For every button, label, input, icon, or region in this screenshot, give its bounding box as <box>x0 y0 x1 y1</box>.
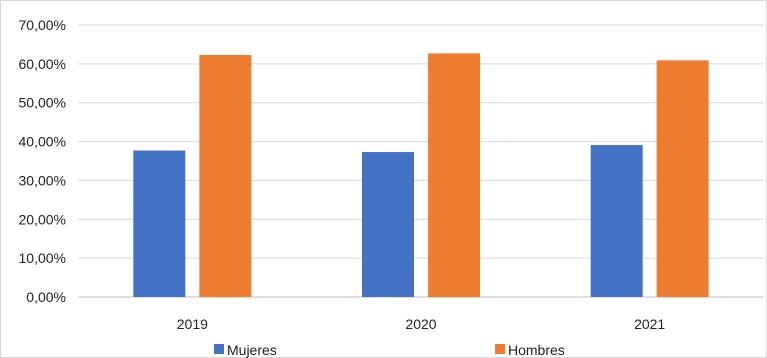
legend-swatch-mujeres <box>214 344 224 354</box>
legend: Mujeres Hombres <box>214 342 565 358</box>
bar-hombres-2020 <box>428 53 480 297</box>
bar-mujeres-2021 <box>590 145 643 297</box>
y-tick-label: 70,00% <box>19 17 66 33</box>
y-tick-label: 60,00% <box>19 56 66 72</box>
y-tick-label: 20,00% <box>19 211 66 227</box>
legend-label-hombres: Hombres <box>508 342 565 358</box>
bars <box>133 53 709 297</box>
y-axis-ticks: 0,00% 10,00% 20,00% 30,00% 40,00% 50,00% 60,00… <box>19 17 66 305</box>
legend-swatch-hombres <box>495 344 505 354</box>
bar-hombres-2021 <box>656 60 709 297</box>
bar-mujeres-2020 <box>362 152 414 297</box>
x-tick-label: 2021 <box>634 316 665 332</box>
bar-hombres-2019 <box>199 54 252 297</box>
y-tick-label: 30,00% <box>19 172 66 188</box>
x-tick-label: 2020 <box>405 316 436 332</box>
bar-mujeres-2019 <box>133 150 186 297</box>
y-tick-label: 0,00% <box>26 289 66 305</box>
legend-label-mujeres: Mujeres <box>227 342 277 358</box>
gridlines <box>78 24 764 298</box>
y-tick-label: 50,00% <box>19 95 66 111</box>
x-tick-label: 2019 <box>177 316 208 332</box>
y-tick-label: 10,00% <box>19 250 66 266</box>
x-axis-ticks: 2019 2020 2021 <box>177 316 666 332</box>
y-tick-label: 40,00% <box>19 134 66 150</box>
